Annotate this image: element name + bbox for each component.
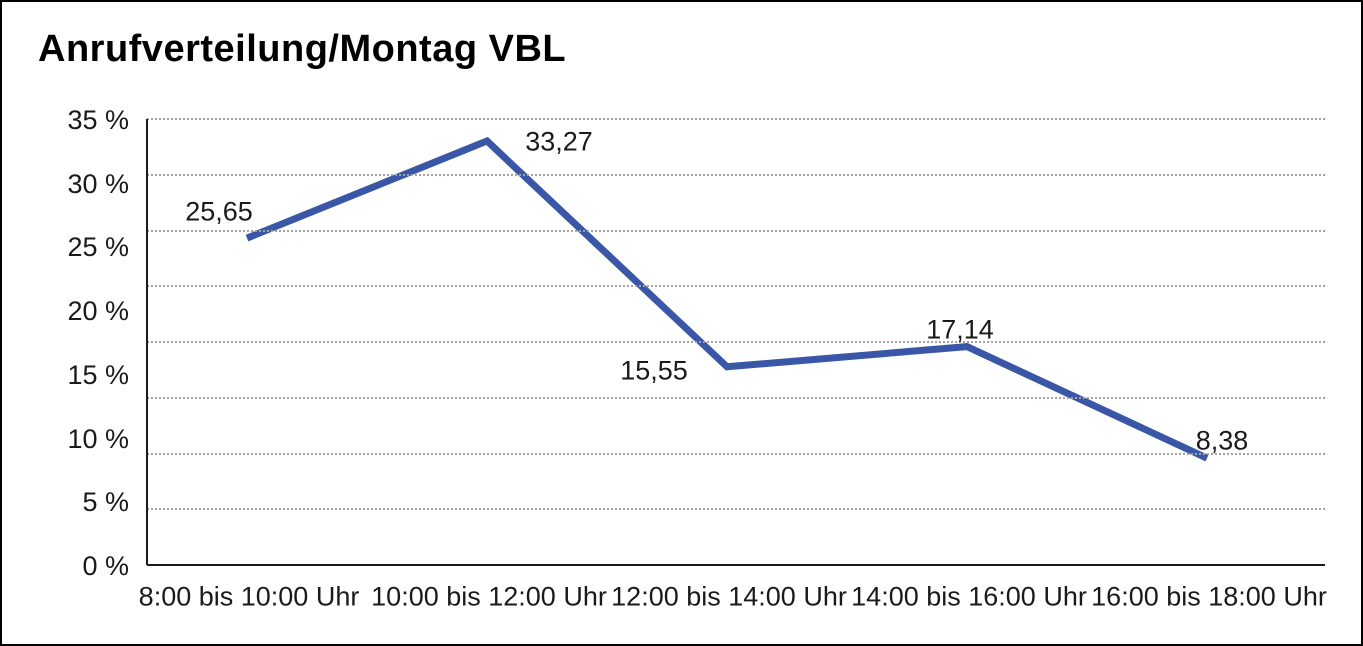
x-axis-category-label: 12:00 bis 14:00 Uhr — [611, 581, 847, 612]
y-axis-tick-label: 20 % — [67, 296, 129, 327]
y-axis-tick-label: 10 % — [67, 423, 129, 454]
x-axis-category-label: 10:00 bis 12:00 Uhr — [371, 581, 607, 612]
y-axis-tick-label: 35 % — [67, 105, 129, 135]
data-line — [245, 136, 1209, 462]
x-axis-category-label: 14:00 bis 16:00 Uhr — [851, 581, 1087, 612]
y-axis-tick-label: 25 % — [67, 232, 129, 263]
data-point-value-label: 25,65 — [185, 196, 253, 227]
gridline — [147, 452, 1325, 455]
y-axis-tick-label: 0 % — [82, 551, 129, 581]
y-axis-line — [146, 119, 148, 565]
chart-title: Anrufverteilung/Montag VBL — [38, 28, 567, 70]
gridline — [147, 341, 1325, 343]
gridline — [147, 396, 1325, 399]
gridline — [147, 229, 1325, 232]
gridline — [147, 173, 1325, 176]
x-axis-category-label: 8:00 bis 10:00 Uhr — [138, 581, 360, 612]
data-point-value-label: 33,27 — [525, 126, 593, 157]
gridline — [147, 508, 1325, 511]
y-axis-tick-label: 30 % — [67, 168, 129, 199]
data-point-value-label: 17,14 — [926, 314, 994, 345]
data-point-value-label: 15,55 — [620, 355, 688, 386]
x-axis-line — [147, 564, 1325, 566]
data-point-value-label: 8,38 — [1195, 425, 1249, 456]
y-axis-tick-label: 15 % — [67, 359, 129, 390]
gridline — [147, 118, 1325, 120]
x-axis-category-label: 16:00 bis 18:00 Uhr — [1091, 581, 1327, 612]
gridline — [147, 285, 1325, 288]
y-axis-tick-label: 5 % — [82, 487, 129, 518]
